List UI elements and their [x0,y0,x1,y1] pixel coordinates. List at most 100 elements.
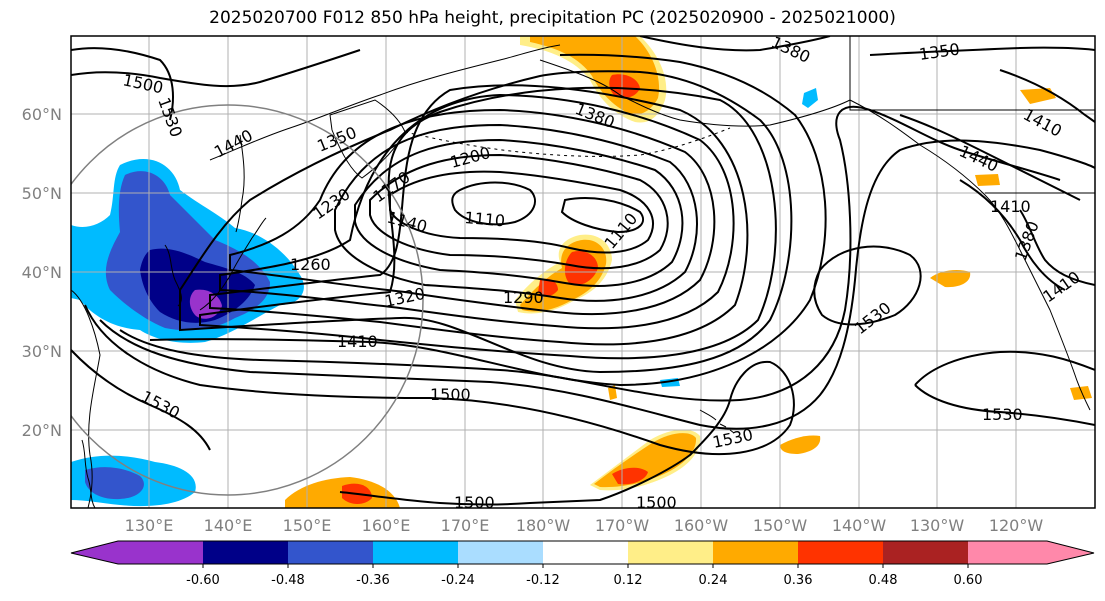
colorbar-swatch [543,541,628,564]
precip-negative-shading [71,88,818,507]
colorbar-swatch [883,541,968,564]
precip-positive-shading [285,36,1092,508]
contour-1230 [334,123,698,302]
lon-label: 140°E [204,516,253,535]
colorbar: -0.60 -0.48 -0.36 -0.24 -0.12 0.12 0.24 … [70,540,1095,588]
contour-1140 [389,170,654,254]
contour-1500 [84,304,795,506]
lat-label: 40°N [22,263,62,282]
colorbar-swatch [628,541,713,564]
lon-label: 130°E [125,516,174,535]
border-alaska [849,36,1095,111]
map-area [71,36,1095,508]
coastline-philippines [81,439,96,508]
colorbar-swatch [968,541,1047,564]
contour-1530-west [71,349,211,451]
map-frame [70,35,1096,509]
contour-label: 1260 [290,255,331,274]
pos-region-small-c [1020,88,1056,104]
contour-label: 1110 [464,208,506,230]
neg-region-japan-core [189,289,222,319]
neg-region-south-china-sea-mid [85,467,144,500]
lat-label: 30°N [22,342,62,361]
contour-1530-nw [71,47,174,121]
colorbar-max-extend [1047,541,1094,564]
contour-1110-a [451,181,536,226]
contour-1110-b [560,197,645,234]
latitude-labels: 60°N 50°N 40°N 30°N 20°N [22,105,62,440]
coastline-west-us [1019,249,1091,411]
lon-label: 140°W [832,516,887,535]
colorbar-swatch [203,541,288,564]
colorbar-swatch [458,541,543,564]
lon-label: 120°W [989,516,1044,535]
lon-label: 150°W [753,516,808,535]
contour-1410-ne [999,69,1095,123]
colorbar-tick-label: 0.36 [784,573,813,588]
lat-label: 20°N [22,421,62,440]
contour-1470 [99,139,1095,430]
colorbar-swatch [373,541,458,564]
colorbar-tick-label: 0.48 [869,573,898,588]
colorbar-tick-label: 0.60 [954,573,983,588]
contour-1260 [229,108,716,316]
contour-1530-se [914,350,1095,386]
coastline-asia [71,289,101,508]
contour-1440 [119,105,1061,402]
coastline-japan [199,217,267,311]
coastline-bc [849,99,1021,251]
contour-1290 [219,93,735,330]
contour-label: 1290 [503,288,544,307]
colorbar-tick-label: 0.24 [699,573,728,588]
contour-1530-east-loop [813,245,922,326]
colorbar-tick-label: -0.60 [186,573,220,588]
neg-region-japan-dark [140,248,255,323]
coastline-siberia [209,44,561,161]
coastline-sakhalin [235,134,245,233]
contour-1410-east [959,179,1066,291]
contour-1350 [199,86,777,360]
neg-region-small-2 [802,88,818,108]
pos-region-small-b [930,270,971,288]
contour-label: 1410 [337,332,378,351]
lon-label: 150°E [283,516,332,535]
colorbar-swatch [118,541,203,564]
coastline-korea [164,244,182,307]
contour-1530-se2 [914,384,1095,426]
colorbar-tick-label: -0.24 [441,573,475,588]
pos-region-small-f [608,385,617,400]
colorbar-tick-label: -0.36 [356,573,390,588]
colorbar-tick-label: -0.12 [526,573,560,588]
pos-region-small-a [780,435,821,454]
pos-region-hawaii-red [612,467,648,485]
lon-label: 130°W [910,516,965,535]
contour-1440-ne [899,114,1081,201]
colorbar-outline [70,540,1095,565]
lon-label: 180°W [516,516,571,535]
lon-label: 160°W [674,516,729,535]
lon-label: 170°W [595,516,650,535]
longitude-labels: 130°E 140°E 150°E 160°E 170°E 180°W 170°… [125,516,1044,535]
contour-1410 [149,53,827,387]
pos-region-alaska-red [609,74,640,98]
contour-label: 1410 [990,197,1031,216]
lon-label: 160°E [362,516,411,535]
colorbar-swatch [798,541,883,564]
map-title: 2025020700 F012 850 hPa height, precipit… [209,8,896,28]
contour-label: 1530 [982,405,1023,424]
contour-1170 [369,153,669,270]
coastlines [71,36,1095,508]
colorbar-tick-label: 0.12 [614,573,643,588]
pos-region-small-d [975,174,1000,186]
contour-1200 [354,138,684,287]
colorbar-swatch [713,541,798,564]
highlight-circle [71,104,424,496]
lon-label: 170°E [441,516,490,535]
pos-region-small-e [1070,386,1092,400]
contour-1380-north [639,36,831,52]
contour-label: 1500 [454,493,495,512]
lat-label: 60°N [22,105,62,124]
contour-1380-east [1019,209,1095,286]
contour-label: 1500 [430,385,471,404]
